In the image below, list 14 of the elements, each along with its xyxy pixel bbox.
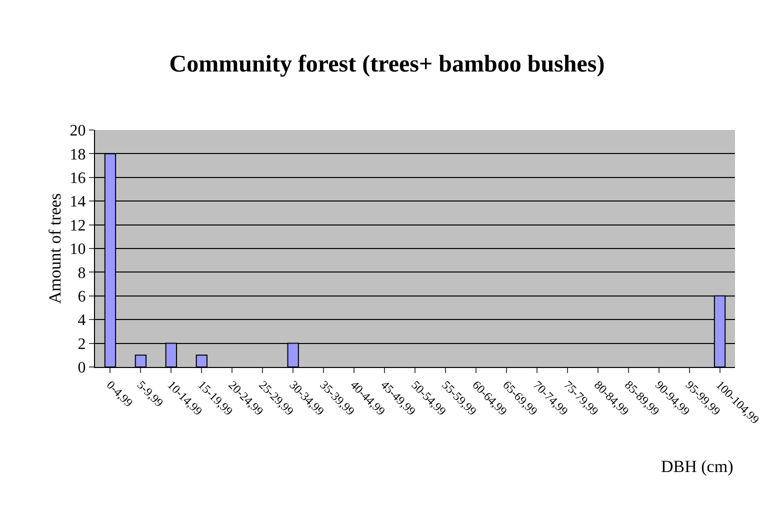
y-axis-title: Amount of trees bbox=[45, 193, 64, 304]
y-tick-label: 14 bbox=[70, 194, 86, 211]
y-tick-label: 8 bbox=[78, 264, 86, 282]
y-tick-label: 4 bbox=[78, 312, 86, 330]
x-axis-title: DBH (cm) bbox=[661, 457, 734, 476]
chart-title: Community forest (trees+ bamboo bushes) bbox=[169, 52, 605, 78]
y-tick-label: 2 bbox=[78, 336, 86, 353]
y-tick-label: 18 bbox=[70, 146, 86, 164]
y-tick-label: 10 bbox=[70, 241, 86, 258]
y-tick-label: 0 bbox=[78, 360, 86, 377]
y-tick-label: 16 bbox=[70, 170, 86, 187]
y-tick-label: 6 bbox=[78, 288, 86, 306]
y-tick-label: 20 bbox=[70, 122, 86, 140]
y-tick-label: 12 bbox=[70, 217, 86, 234]
